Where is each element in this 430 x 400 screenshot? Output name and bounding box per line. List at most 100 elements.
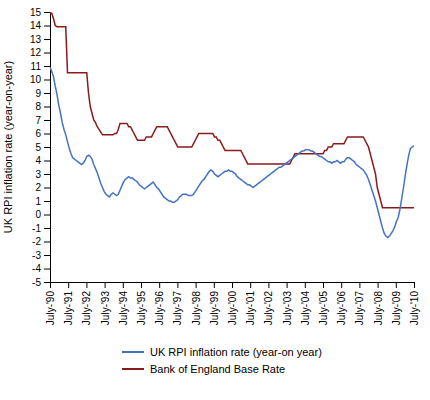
x-tick: July-'94 — [118, 282, 129, 325]
x-tick-mark — [196, 282, 197, 288]
legend-swatch — [122, 351, 144, 353]
y-tick-label: -1 — [32, 223, 41, 234]
y-tick: 4 — [35, 155, 50, 166]
x-tick-label: July-'90 — [45, 291, 56, 326]
y-tick-label: 13 — [30, 34, 42, 45]
y-tick: 2 — [35, 182, 50, 193]
y-tick-mark — [44, 228, 50, 229]
y-tick-label: 9 — [35, 88, 41, 99]
x-tick-label: July-'01 — [245, 291, 256, 326]
y-tick-mark — [44, 134, 50, 135]
y-tick: 15 — [30, 7, 50, 18]
y-tick: -5 — [32, 277, 50, 288]
x-tick-label: July-'09 — [391, 291, 402, 326]
y-tick-label: 0 — [35, 209, 41, 220]
y-tick-mark — [44, 269, 50, 270]
y-tick: 8 — [35, 101, 50, 112]
y-tick-label: 10 — [30, 74, 42, 85]
x-tick: July-'95 — [136, 282, 147, 325]
y-tick-label: 12 — [30, 47, 42, 58]
y-tick-label: 14 — [30, 20, 42, 31]
x-tick: July-'96 — [154, 282, 165, 325]
x-tick-label: July-'99 — [209, 291, 220, 326]
x-tick-mark — [159, 282, 160, 288]
x-tick-label: July-'97 — [172, 291, 183, 326]
x-tick: July-'08 — [373, 282, 384, 325]
y-tick-label: 7 — [35, 115, 41, 126]
x-tick-mark — [341, 282, 342, 288]
x-tick-label: July-'03 — [282, 291, 293, 326]
y-tick-mark — [44, 39, 50, 40]
x-tick-mark — [68, 282, 69, 288]
y-tick-mark — [44, 201, 50, 202]
y-tick: -1 — [32, 223, 50, 234]
y-tick-mark — [44, 215, 50, 216]
y-tick: 10 — [30, 74, 50, 85]
x-tick: July-'03 — [282, 282, 293, 325]
x-tick: July-'06 — [336, 282, 347, 325]
x-tick: July-'93 — [100, 282, 111, 325]
series-line — [50, 13, 414, 207]
y-tick: 13 — [30, 34, 50, 45]
x-tick-label: July-'07 — [354, 291, 365, 326]
y-tick-label: -3 — [32, 250, 41, 261]
y-tick-label: -2 — [32, 236, 41, 247]
x-tick-mark — [141, 282, 142, 288]
x-tick-mark — [287, 282, 288, 288]
y-tick-label: 5 — [35, 142, 41, 153]
x-tick-mark — [105, 282, 106, 288]
y-tick-mark — [44, 188, 50, 189]
y-axis-title: UK RPI inflation rate (year-on-year) — [2, 61, 14, 233]
x-tick-label: July-'98 — [191, 291, 202, 326]
x-tick: July-'04 — [300, 282, 311, 325]
y-tick: 12 — [30, 47, 50, 58]
x-tick-label: July-'95 — [136, 291, 147, 326]
y-tick-mark — [44, 174, 50, 175]
y-tick-mark — [44, 282, 50, 283]
x-tick-mark — [359, 282, 360, 288]
y-tick-label: 11 — [31, 61, 42, 72]
x-tick-mark — [268, 282, 269, 288]
x-tick-label: July-'93 — [100, 291, 111, 326]
x-axis: July-'90 July-'91 July-'92 July-'93 July-'94… — [45, 282, 420, 325]
x-tick-label: July-'10 — [409, 291, 420, 326]
y-tick-label: 15 — [30, 7, 42, 18]
y-tick: -3 — [32, 250, 50, 261]
y-tick-label: 4 — [35, 155, 41, 166]
legend-swatch — [122, 368, 144, 370]
y-axis: -5-4-3-2-10123456789101112131415 — [30, 7, 51, 288]
series-line — [50, 67, 414, 237]
x-tick-label: July-'92 — [81, 291, 92, 326]
y-tick-label: 2 — [35, 182, 41, 193]
y-axis-line — [44, 13, 51, 283]
y-tick: -4 — [32, 263, 50, 274]
y-tick-label: -4 — [32, 263, 41, 274]
y-tick: 14 — [30, 20, 50, 31]
x-tick-label: July-'00 — [227, 291, 238, 326]
y-tick-mark — [44, 255, 50, 256]
y-tick-label: 8 — [35, 101, 41, 112]
x-tick-label: July-'04 — [300, 291, 311, 326]
x-tick: July-'02 — [263, 282, 274, 325]
x-tick-mark — [414, 282, 415, 288]
x-tick-mark — [232, 282, 233, 288]
x-tick-mark — [86, 282, 87, 288]
x-tick-label: July-'06 — [336, 291, 347, 326]
x-tick: July-'99 — [209, 282, 220, 325]
y-tick-mark — [44, 147, 50, 148]
x-tick-label: July-'91 — [63, 291, 74, 326]
x-tick: July-'91 — [63, 282, 74, 325]
y-tick: 3 — [35, 169, 50, 180]
y-tick-label: 3 — [35, 169, 41, 180]
x-tick: July-'97 — [172, 282, 183, 325]
y-tick-mark — [44, 93, 50, 94]
chart: July-'90 July-'91 July-'92 July-'93 July-'94… — [0, 0, 430, 400]
x-tick: July-'01 — [245, 282, 256, 325]
x-tick: July-'00 — [227, 282, 238, 325]
x-tick-mark — [378, 282, 379, 288]
y-tick-mark — [44, 107, 50, 108]
x-tick-mark — [396, 282, 397, 288]
lines — [50, 13, 414, 237]
plot: July-'90 July-'91 July-'92 July-'93 July-'94… — [2, 7, 420, 325]
legend-label: UK RPI inflation rate (year-on year) — [150, 346, 322, 358]
